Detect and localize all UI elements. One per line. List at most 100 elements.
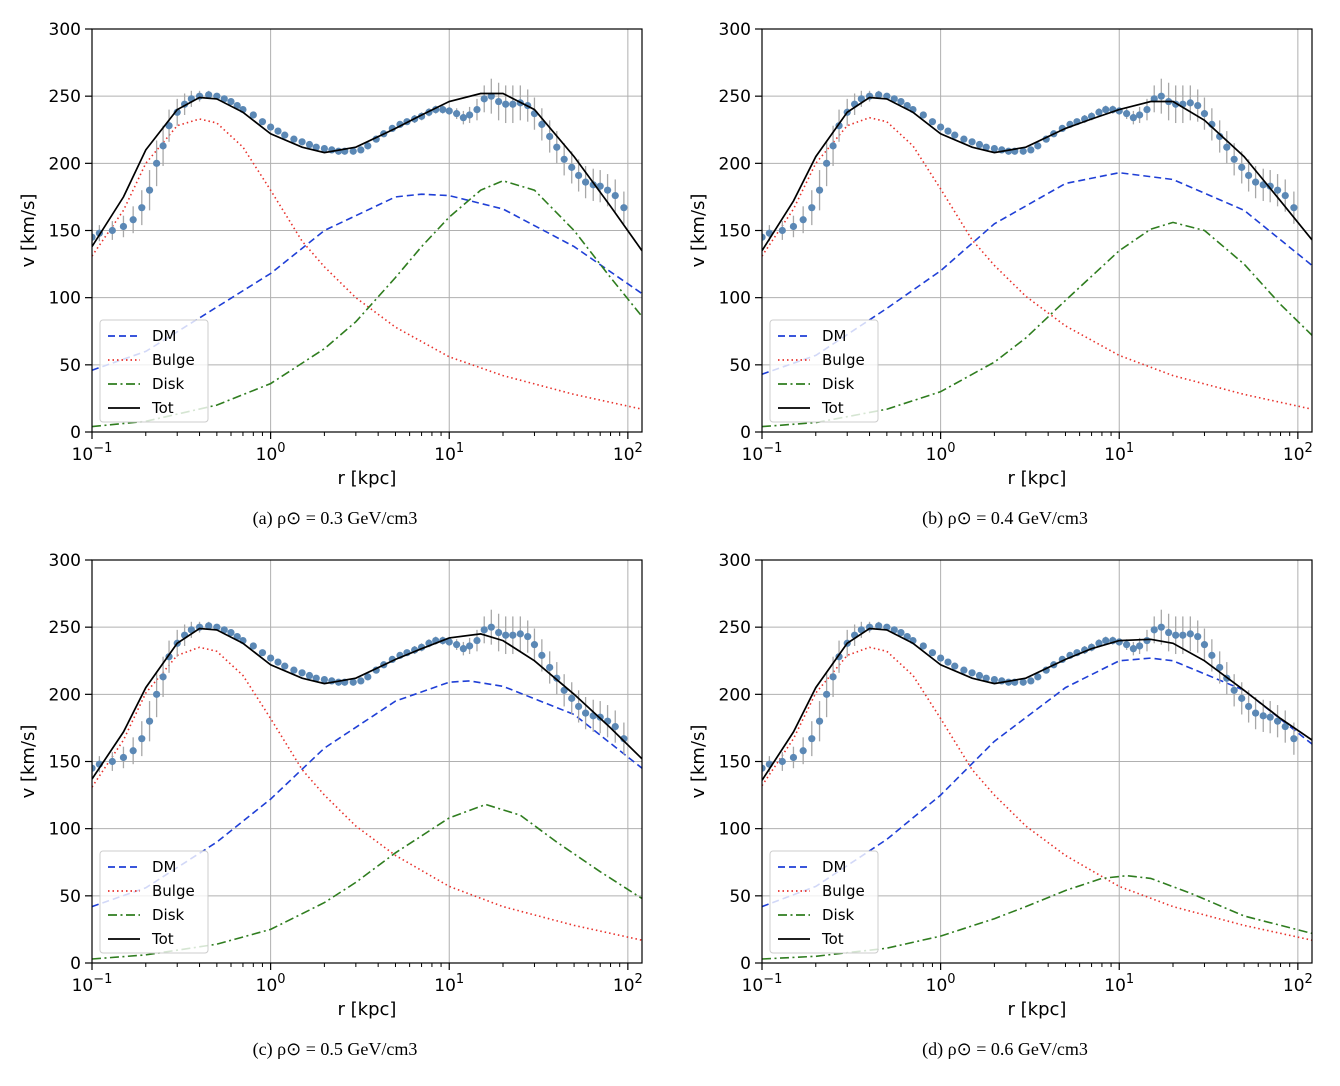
data-point	[1150, 626, 1158, 634]
data-point	[596, 182, 604, 190]
data-point	[808, 735, 816, 743]
data-point	[312, 143, 320, 151]
series-tot	[762, 627, 1312, 781]
data-point	[890, 626, 898, 634]
tick-label-y: 250	[49, 87, 81, 107]
data-point	[762, 233, 766, 241]
tick-label-exponent: −1	[93, 972, 112, 987]
plot-frame	[761, 28, 1313, 433]
tick-label-x: 100	[926, 972, 956, 996]
legend-box	[99, 850, 209, 954]
y-axis-label: v [km/s]	[688, 194, 709, 268]
tick-label-exponent: −1	[763, 972, 782, 987]
data-point	[159, 673, 167, 681]
data-point	[357, 146, 365, 154]
data-point	[815, 717, 824, 725]
data-point	[465, 642, 474, 650]
data-point	[1230, 155, 1238, 163]
data-point	[274, 658, 282, 666]
data-point	[227, 97, 235, 106]
tick-label-base: 10	[613, 976, 635, 996]
legend-label-disk: Disk	[152, 375, 185, 393]
data-point	[1281, 191, 1289, 200]
data-point	[516, 630, 524, 638]
observations	[762, 609, 1298, 777]
y-axis-label: v [km/s]	[18, 194, 39, 268]
data-point	[968, 138, 976, 146]
data-point	[1102, 106, 1110, 114]
data-point	[611, 722, 619, 731]
tick-label-y: 50	[729, 356, 751, 376]
data-point	[762, 764, 766, 772]
data-point	[267, 654, 275, 662]
tick-label-y: 250	[719, 87, 751, 107]
tick-label-base: 10	[72, 976, 94, 996]
data-point	[205, 622, 213, 630]
data-point	[480, 626, 488, 634]
tick-label-exponent: 1	[1126, 972, 1134, 987]
tick-label-base: 10	[434, 976, 456, 996]
data-point	[1194, 632, 1202, 641]
tick-label-exponent: 0	[947, 441, 955, 456]
data-point	[1129, 114, 1137, 122]
data-point	[582, 178, 590, 186]
data-point	[789, 222, 798, 231]
data-point	[439, 106, 447, 114]
data-point	[1245, 702, 1253, 711]
data-point	[1230, 686, 1238, 694]
data-point	[890, 95, 898, 103]
x-axis-label: r [kpc]	[338, 468, 397, 489]
data-point	[951, 131, 959, 139]
data-point	[267, 123, 275, 131]
data-point	[1095, 108, 1103, 116]
data-point	[538, 651, 546, 659]
tick-label-exponent: −1	[93, 441, 112, 456]
data-point	[1200, 110, 1209, 118]
data-point	[546, 132, 554, 141]
tick-label-x: 10−1	[742, 972, 783, 996]
data-point	[138, 735, 146, 743]
legend-label-tot: Tot	[151, 399, 174, 417]
data-point	[990, 675, 998, 684]
tick-label-base: 10	[256, 445, 278, 465]
data-point	[575, 171, 583, 180]
data-point	[320, 144, 328, 153]
data-point	[502, 631, 510, 639]
data-point	[1135, 111, 1144, 119]
tick-label-y: 0	[70, 954, 81, 974]
tick-label-base: 10	[256, 976, 278, 996]
data-point	[589, 181, 597, 189]
data-point	[487, 623, 495, 631]
legend: DM Bulge Disk Tot	[769, 850, 879, 954]
data-point	[524, 632, 532, 641]
data-point	[1135, 642, 1144, 650]
observations	[92, 609, 628, 777]
tick-label-exponent: 2	[635, 972, 643, 987]
data-point	[919, 642, 927, 650]
data-point	[473, 637, 481, 645]
x-axis-label: r [kpc]	[338, 999, 397, 1020]
data-point	[829, 142, 837, 150]
tick-label-y: 300	[719, 551, 751, 571]
tick-label-x: 102	[613, 972, 643, 996]
data-point	[92, 764, 96, 772]
legend: DM Bulge Disk Tot	[99, 850, 209, 954]
data-point	[1179, 631, 1187, 639]
data-point	[1034, 142, 1042, 150]
data-point	[465, 111, 474, 119]
data-point	[778, 757, 786, 766]
data-point	[364, 673, 372, 681]
data-point	[823, 690, 831, 698]
data-point	[92, 233, 96, 241]
tick-label-y: 100	[49, 820, 81, 840]
data-point	[1157, 623, 1165, 631]
data-point	[1143, 106, 1151, 114]
tick-label-y: 0	[740, 954, 751, 974]
series-disk	[762, 221, 1312, 428]
tick-label-exponent: 2	[1305, 972, 1313, 987]
data-point	[1027, 677, 1035, 685]
